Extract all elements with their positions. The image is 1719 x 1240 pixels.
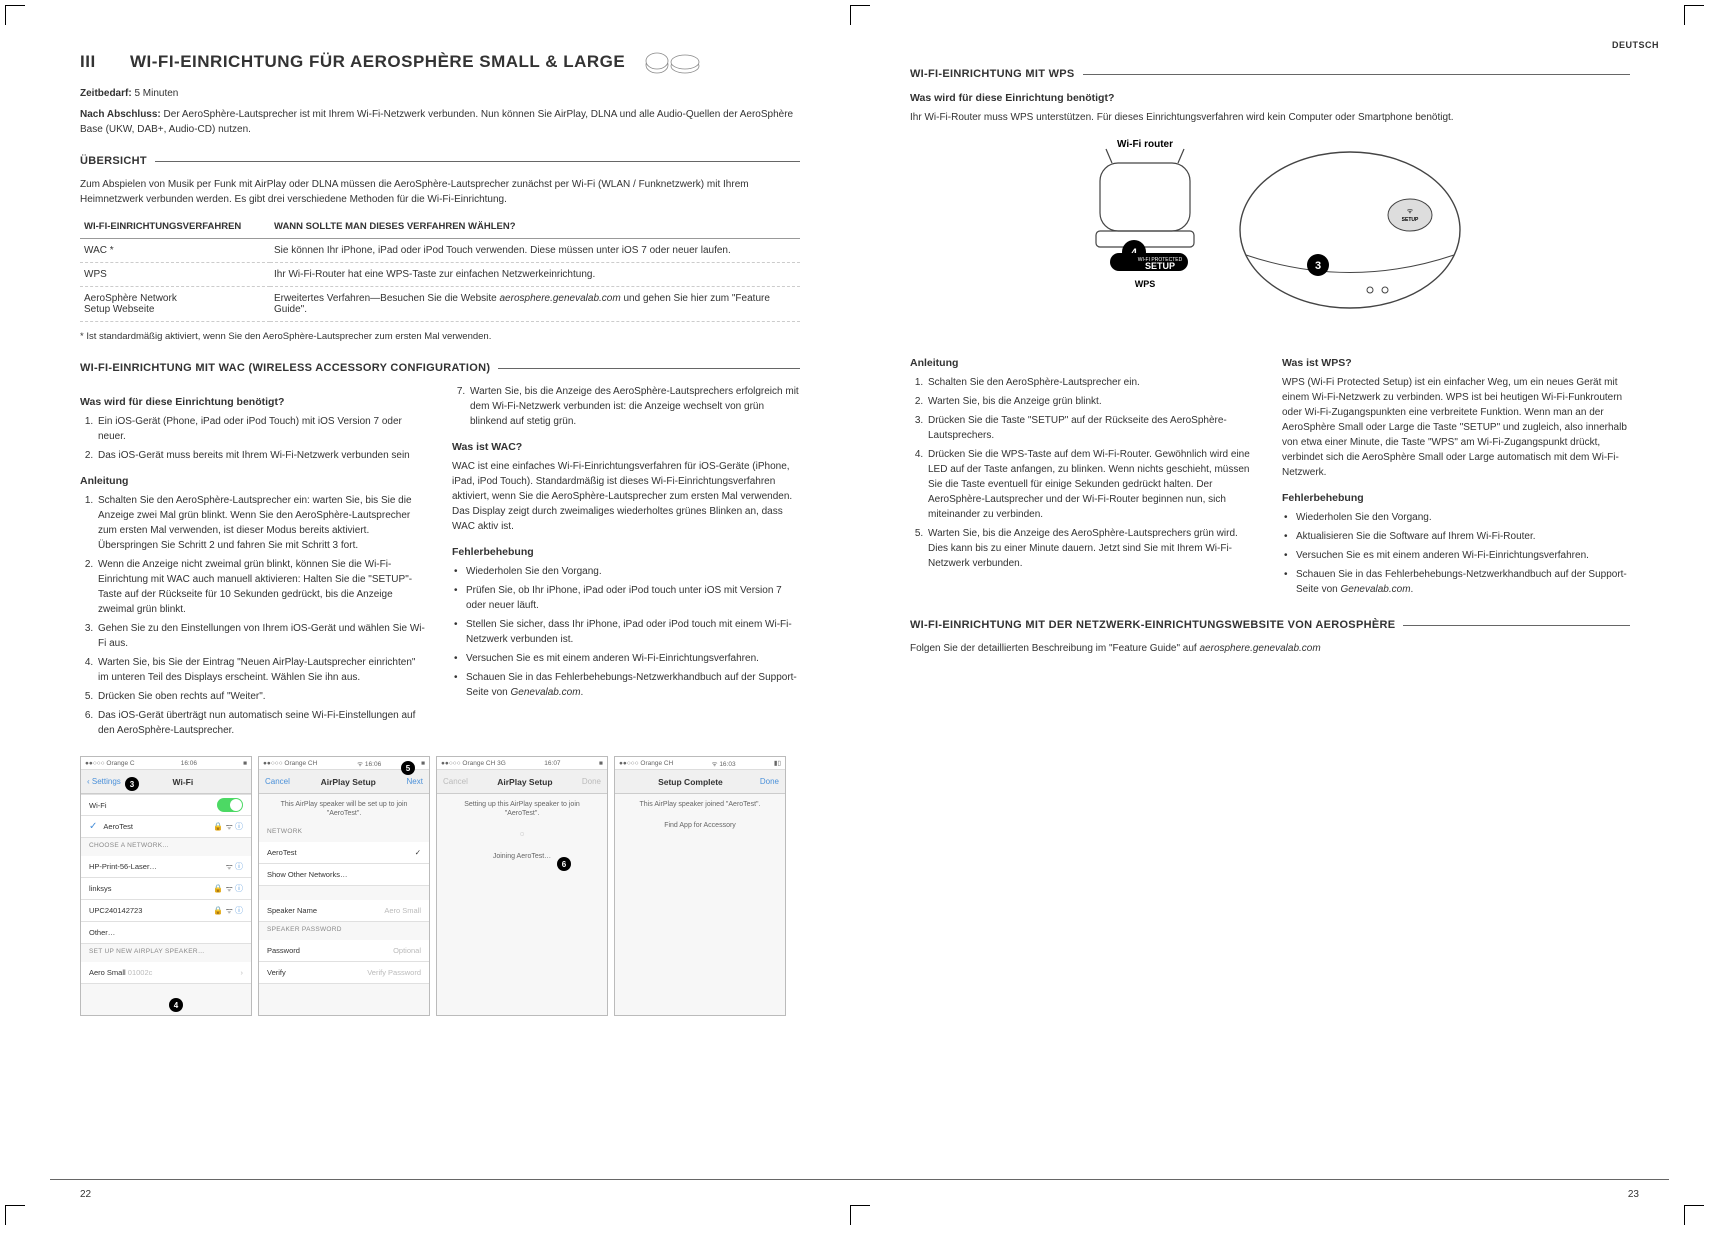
wps-what-heading: Was ist WPS? bbox=[1282, 357, 1630, 369]
list-item: Warten Sie, bis die Anzeige grün blinkt. bbox=[926, 394, 1258, 409]
setup-methods-table: WI-FI-EINRICHTUNGSVERFAHRENWANN SOLLTE M… bbox=[80, 215, 800, 322]
list-item: Schalten Sie den AeroSphère-Lautsprecher… bbox=[926, 375, 1258, 390]
list-item: Gehen Sie zu den Einstellungen von Ihrem… bbox=[96, 621, 428, 651]
overview-heading: ÜBERSICHT bbox=[80, 155, 800, 167]
time-required: Zeitbedarf: 5 Minuten bbox=[80, 86, 800, 101]
list-item: Das iOS-Gerät überträgt nun automatisch … bbox=[96, 708, 428, 738]
table-header: WANN SOLLTE MAN DIESES VERFAHREN WÄHLEN? bbox=[270, 215, 800, 239]
router-label-text: Wi-Fi router bbox=[1117, 139, 1173, 150]
page-title: III WI-FI-EINRICHTUNG FÜR AEROSPHÈRE SMA… bbox=[80, 50, 800, 74]
web-heading: WI-FI-EINRICHTUNG MIT DER NETZWERK-EINRI… bbox=[910, 619, 1630, 631]
phone-screenshot-4: ●●○○○ Orange CHᯤ 16:03▮▯ Setup CompleteD… bbox=[614, 756, 786, 1016]
phone-screenshot-3: ●●○○○ Orange CH 3G16:07■ CancelAirPlay S… bbox=[436, 756, 608, 1016]
wps-what-text: WPS (Wi-Fi Protected Setup) ist ein einf… bbox=[1282, 375, 1630, 480]
phone-screenshot-1: ●●○○○ Orange C16:06■ ‹ SettingsWi-Fi 3 W… bbox=[80, 756, 252, 1016]
list-item: Drücken Sie die Taste "SETUP" auf der Rü… bbox=[926, 413, 1258, 443]
list-item: Wenn die Anzeige nicht zweimal grün blin… bbox=[96, 557, 428, 617]
table-cell: Erweitertes Verfahren—Besuchen Sie die W… bbox=[270, 287, 800, 322]
speaker-icon bbox=[645, 50, 701, 74]
screenshots-row: ●●○○○ Orange C16:06■ ‹ SettingsWi-Fi 3 W… bbox=[80, 756, 800, 1016]
wac-what-heading: Was ist WAC? bbox=[452, 441, 800, 453]
list-item: Das iOS-Gerät muss bereits mit Ihrem Wi-… bbox=[96, 448, 428, 463]
wac-heading: WI-FI-EINRICHTUNG MIT WAC (WIRELESS ACCE… bbox=[80, 362, 800, 374]
svg-text:SETUP: SETUP bbox=[1145, 261, 1175, 271]
table-cell: WAC * bbox=[80, 239, 270, 263]
svg-text:ᯤ: ᯤ bbox=[1407, 208, 1414, 215]
list-item: Schauen Sie in das Fehlerbehebungs-Netzw… bbox=[1282, 567, 1630, 597]
overview-text: Zum Abspielen von Musik per Funk mit Air… bbox=[80, 177, 800, 207]
crop-mark bbox=[5, 5, 35, 35]
list-item: Schauen Sie in das Fehlerbehebungs-Netzw… bbox=[452, 670, 800, 700]
wps-need-text: Ihr Wi-Fi-Router muss WPS unterstützen. … bbox=[910, 110, 1630, 125]
wac-need-list: Ein iOS-Gerät (Phone, iPad oder iPod Tou… bbox=[80, 414, 428, 463]
wac-trouble-list: Wiederholen Sie den Vorgang. Prüfen Sie,… bbox=[452, 564, 800, 700]
table-footnote: * Ist standardmäßig aktiviert, wenn Sie … bbox=[80, 330, 800, 344]
footer-rule bbox=[50, 1179, 1669, 1180]
wac-right-column: Warten Sie, bis die Anzeige des AeroSphè… bbox=[452, 384, 800, 744]
language-tag: DEUTSCH bbox=[1612, 40, 1659, 50]
list-item: Prüfen Sie, ob Ihr iPhone, iPad oder iPo… bbox=[452, 583, 800, 613]
list-item: Aktualisieren Sie die Software auf Ihrem… bbox=[1282, 529, 1630, 544]
list-item: Schalten Sie den AeroSphère-Lautsprecher… bbox=[96, 493, 428, 553]
svg-text:WPS: WPS bbox=[1135, 279, 1156, 289]
wps-heading: WI-FI-EINRICHTUNG MIT WPS bbox=[910, 68, 1630, 80]
list-item: Warten Sie, bis die Anzeige des AeroSphè… bbox=[926, 526, 1258, 571]
page-left: III WI-FI-EINRICHTUNG FÜR AEROSPHÈRE SMA… bbox=[50, 50, 830, 1016]
list-item: Wiederholen Sie den Vorgang. bbox=[452, 564, 800, 579]
after-completion: Nach Abschluss: Der AeroSphère-Lautsprec… bbox=[80, 107, 800, 137]
wps-steps-list: Schalten Sie den AeroSphère-Lautsprecher… bbox=[910, 375, 1258, 571]
trouble-heading: Fehlerbehebung bbox=[452, 546, 800, 558]
wps-diagram: Wi-Fi router 4 WI-FI PROTECTED SETUP WPS… bbox=[910, 135, 1630, 325]
wps-left-column: Anleitung Schalten Sie den AeroSphère-La… bbox=[910, 345, 1258, 601]
table-cell: AeroSphère NetworkSetup Webseite bbox=[80, 287, 270, 322]
table-cell: Ihr Wi-Fi-Router hat eine WPS-Taste zur … bbox=[270, 263, 800, 287]
wac-left-column: Was wird für diese Einrichtung benötigt?… bbox=[80, 384, 428, 744]
svg-text:3: 3 bbox=[1315, 260, 1321, 272]
crop-mark bbox=[850, 5, 880, 35]
crop-mark bbox=[1684, 1205, 1714, 1235]
table-header: WI-FI-EINRICHTUNGSVERFAHREN bbox=[80, 215, 270, 239]
wac-what-text: WAC ist eine einfaches Wi-Fi-Einrichtung… bbox=[452, 459, 800, 534]
wps-right-column: Was ist WPS? WPS (Wi-Fi Protected Setup)… bbox=[1282, 345, 1630, 601]
crop-mark bbox=[850, 1205, 880, 1235]
list-item: Versuchen Sie es mit einem anderen Wi-Fi… bbox=[452, 651, 800, 666]
instructions-heading: Anleitung bbox=[910, 357, 1258, 369]
title-text: WI-FI-EINRICHTUNG FÜR AEROSPHÈRE SMALL &… bbox=[130, 52, 625, 72]
list-item: Stellen Sie sicher, dass Ihr iPhone, iPa… bbox=[452, 617, 800, 647]
wac-steps-list: Schalten Sie den AeroSphère-Lautsprecher… bbox=[80, 493, 428, 738]
list-item: Ein iOS-Gerät (Phone, iPad oder iPod Tou… bbox=[96, 414, 428, 444]
table-cell: Sie können Ihr iPhone, iPad oder iPod To… bbox=[270, 239, 800, 263]
wac-steps-list-cont: Warten Sie, bis die Anzeige des AeroSphè… bbox=[452, 384, 800, 429]
list-item: Warten Sie, bis Sie der Eintrag "Neuen A… bbox=[96, 655, 428, 685]
wps-trouble-list: Wiederholen Sie den Vorgang. Aktualisier… bbox=[1282, 510, 1630, 597]
table-cell: WPS bbox=[80, 263, 270, 287]
list-item: Warten Sie, bis die Anzeige des AeroSphè… bbox=[468, 384, 800, 429]
page-number-right: 23 bbox=[1628, 1189, 1639, 1200]
list-item: Versuchen Sie es mit einem anderen Wi-Fi… bbox=[1282, 548, 1630, 563]
phone-screenshot-2: ●●○○○ Orange CHᯤ 16:06■ CancelAirPlay Se… bbox=[258, 756, 430, 1016]
wps-need-heading: Was wird für diese Einrichtung benötigt? bbox=[910, 92, 1630, 104]
title-roman: III bbox=[80, 52, 110, 72]
crop-mark bbox=[5, 1205, 35, 1235]
wac-need-heading: Was wird für diese Einrichtung benötigt? bbox=[80, 396, 428, 408]
list-item: Wiederholen Sie den Vorgang. bbox=[1282, 510, 1630, 525]
svg-text:SETUP: SETUP bbox=[1402, 217, 1419, 223]
trouble-heading: Fehlerbehebung bbox=[1282, 492, 1630, 504]
crop-mark bbox=[1684, 5, 1714, 35]
list-item: Drücken Sie die WPS-Taste auf dem Wi-Fi-… bbox=[926, 447, 1258, 522]
instructions-heading: Anleitung bbox=[80, 475, 428, 487]
page-number-left: 22 bbox=[80, 1189, 91, 1200]
page-right: WI-FI-EINRICHTUNG MIT WPS Was wird für d… bbox=[880, 50, 1660, 656]
list-item: Drücken Sie oben rechts auf "Weiter". bbox=[96, 689, 428, 704]
web-text: Folgen Sie der detaillierten Beschreibun… bbox=[910, 641, 1630, 656]
